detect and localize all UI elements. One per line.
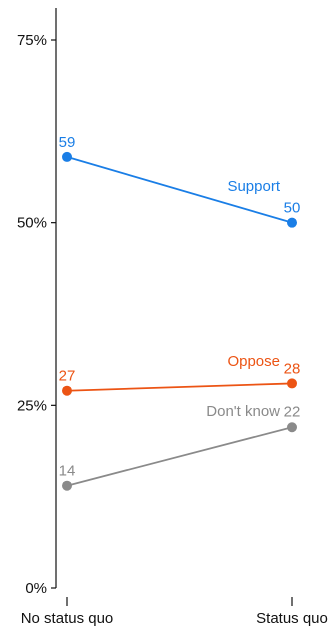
data-label-oppose: 27 bbox=[59, 368, 76, 385]
data-label-support: 50 bbox=[284, 200, 301, 217]
data-point-support bbox=[287, 217, 297, 228]
y-tick-label: 25% bbox=[17, 397, 47, 414]
y-axis-ticks: 0% 25% 50% 75% bbox=[17, 32, 56, 597]
series-line-oppose bbox=[66, 382, 293, 392]
y-tick-label: 0% bbox=[25, 580, 47, 597]
x-tick-label: No status quo bbox=[21, 610, 114, 627]
data-point-don-t-know bbox=[62, 480, 72, 491]
data-label-support: 59 bbox=[59, 134, 76, 151]
data-label-oppose: 28 bbox=[284, 360, 301, 377]
y-tick-label: 75% bbox=[17, 32, 47, 49]
y-tick-label: 50% bbox=[17, 215, 47, 232]
x-axis-ticks: No status quo Status quo bbox=[21, 597, 328, 627]
data-label-don-t-know: 14 bbox=[59, 463, 76, 480]
data-label-don-t-know: 22 bbox=[284, 403, 301, 420]
data-point-oppose bbox=[62, 385, 72, 396]
series-label-support: Support bbox=[227, 178, 280, 195]
data-point-don-t-know bbox=[287, 422, 297, 433]
series-label-oppose: Oppose bbox=[227, 353, 280, 370]
series-line-don-t-know bbox=[66, 426, 293, 487]
series-line-support bbox=[66, 156, 293, 224]
series-label-don-t-know: Don't know bbox=[206, 403, 280, 420]
data-point-oppose bbox=[287, 378, 297, 389]
data-point-support bbox=[62, 151, 72, 162]
x-tick-label: Status quo bbox=[256, 610, 328, 627]
